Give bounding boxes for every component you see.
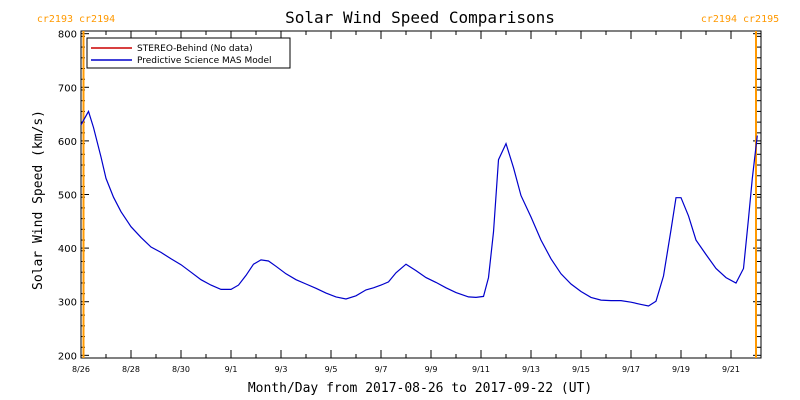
- legend-label-stereo-behind: STEREO-Behind (No data): [137, 44, 253, 54]
- y-tick-label: 300: [58, 298, 77, 309]
- legend-box: [86, 37, 291, 69]
- x-tick-label: 9/13: [522, 365, 540, 374]
- y-tick-label: 200: [58, 351, 77, 362]
- x-tick-label: 9/3: [275, 365, 288, 374]
- series-layer: [80, 109, 758, 307]
- x-tick-label: 8/26: [72, 365, 90, 374]
- y-tick-label: 800: [58, 30, 77, 41]
- y-tick-label: 600: [58, 137, 77, 148]
- x-tick-label: 9/7: [375, 365, 388, 374]
- x-tick-label: 9/9: [425, 365, 438, 374]
- legend-label-mas-model: Predictive Science MAS Model: [137, 56, 272, 66]
- x-axis-label: Month/Day from 2017-08-26 to 2017-09-22 …: [248, 381, 592, 396]
- carrington-marker-label: cr2193 cr2194: [37, 14, 115, 25]
- y-tick-label: 700: [58, 83, 77, 94]
- x-tick-label: 9/11: [472, 365, 490, 374]
- y-tick-label: 500: [58, 191, 77, 202]
- x-tick-label: 9/15: [572, 365, 590, 374]
- legend: STEREO-Behind (No data) Predictive Scien…: [86, 37, 291, 69]
- y-axis-label: Solar Wind Speed (km/s): [31, 110, 46, 290]
- x-tick-label: 9/21: [722, 365, 740, 374]
- y-tick-label: 400: [58, 244, 77, 255]
- x-tick-label: 8/30: [172, 365, 190, 374]
- carrington-marker-label: cr2194 cr2195: [701, 14, 779, 25]
- x-tick-label: 9/5: [325, 365, 338, 374]
- carrington-markers: cr2193 cr2194 cr2194 cr2195: [37, 14, 779, 358]
- x-tick-label: 9/1: [225, 365, 238, 374]
- series-line-mas-model: [80, 109, 758, 307]
- x-tick-label: 9/17: [622, 365, 640, 374]
- axes-layer: 200 300 400 500 600 700 800 8/26 8/28 8/30 9/1 9/3 9…: [58, 30, 761, 374]
- x-tick-label: 8/28: [122, 365, 140, 374]
- chart-title: Solar Wind Speed Comparisons: [285, 8, 555, 27]
- plot-frame: [80, 30, 762, 359]
- x-tick-label: 9/19: [672, 365, 690, 374]
